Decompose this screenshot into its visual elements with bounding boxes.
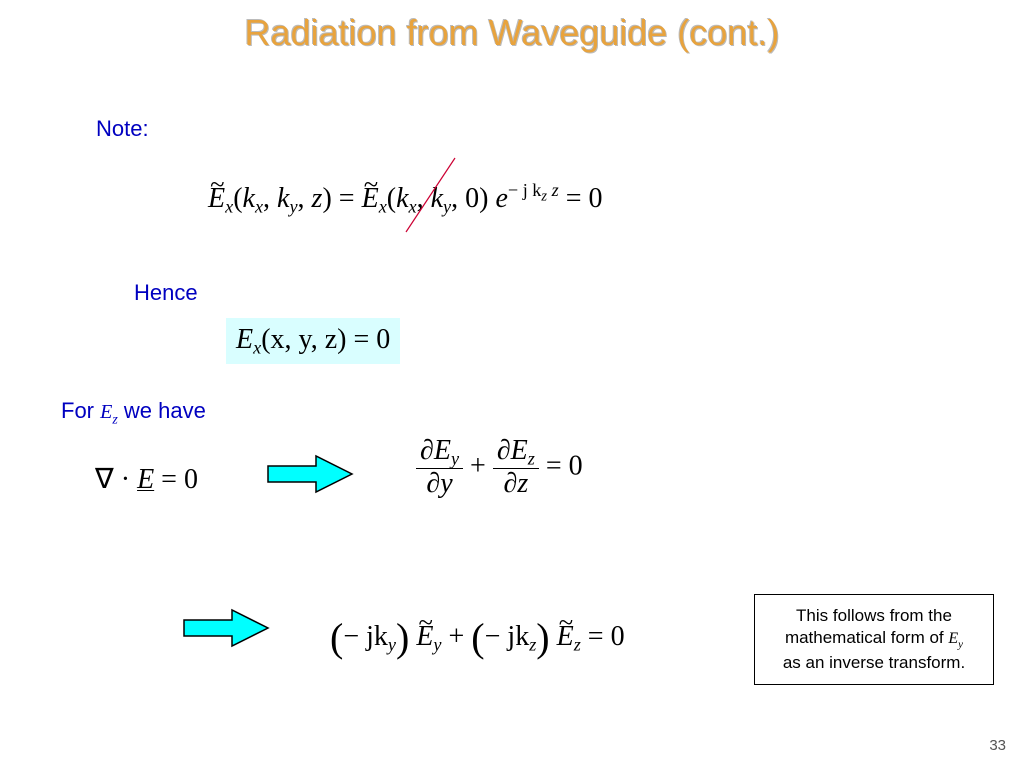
equation-2-highlight: Ex(x, y, z) = 0 [226,318,400,364]
bp3: ( [471,615,484,660]
dy: y [440,468,452,499]
arrow-icon-1 [266,454,356,494]
ey-sub5: y [433,634,441,654]
page-number: 33 [989,737,1006,754]
equals-zero-4: = 0 [546,451,583,482]
hence-label: Hence [134,280,198,306]
partial-2: ∂ [426,468,440,499]
paren-open-2: ( [387,183,396,214]
callout-line1: This follows from the [796,606,952,625]
z-arg: z [312,183,323,214]
callout-line3: as an inverse transform. [783,653,965,672]
ky: k [277,183,289,214]
frac-ey: ∂Ey ∂y [416,436,463,500]
sub-x1: x [225,196,233,216]
ez-sub5: z [574,634,581,654]
e-tilde-1: E [208,183,225,215]
mjk-z: − jk [485,621,530,652]
e-tilde-2: E [362,183,379,215]
strikethrough-line [400,156,462,234]
e-var: E [236,324,253,355]
rhs: = 0 [346,324,390,355]
ez-num: E [511,435,528,466]
ez-sub: z [528,448,535,468]
exp-pre: − j k [508,180,542,200]
sub-x: x [253,337,261,357]
e-base: e [495,183,507,214]
comma1: , [263,183,277,214]
for-ez-label: For Ez we have [61,398,206,428]
arrow-icon-2 [182,608,272,648]
plus: + [470,451,493,482]
equals-zero-5: = 0 [581,621,625,652]
partial-1: ∂ [420,435,434,466]
kx-sub: x [255,196,263,216]
paren-close-1: ) [322,183,331,214]
etilde-z: E [557,621,574,653]
equals-1: = [332,183,362,214]
equation-4-partials: ∂Ey ∂y + ∂Ez ∂z = 0 [416,436,583,500]
partial-4: ∂ [503,468,517,499]
e-vector: E [137,464,154,495]
equation-3-divergence: ∇ · E = 0 [95,462,198,496]
equation-5: (− jky) Ey + (− jkz) Ez = 0 [330,614,625,661]
args: (x, y, z) [261,324,346,355]
for-var: E [100,401,112,423]
ey-sub: y [451,448,459,468]
exponent: − j kz z [508,180,559,200]
callout-line2a: mathematical form of [785,628,948,647]
sub-x2: x [379,196,387,216]
dz: z [517,468,528,499]
callout-box: This follows from the mathematical form … [754,594,994,685]
note-label: Note: [96,116,149,142]
paren-open-1: ( [233,183,242,214]
bp4: ) [536,615,549,660]
mjk-y: − jk [343,621,388,652]
callout-var: E [948,630,958,647]
callout-sub: y [958,638,963,650]
equals-zero-3: = 0 [154,464,198,495]
etilde-y: E [416,621,433,653]
exp-post: z [547,180,559,200]
nabla-dot: ∇ · [95,464,137,495]
ky-sub: y [289,196,297,216]
bp2: ) [396,615,409,660]
ky-sub5: y [388,634,396,654]
kx: k [243,183,255,214]
comma2: , [298,183,312,214]
equation-2: Ex(x, y, z) = 0 [236,324,390,358]
for-suffix: we have [118,398,206,423]
partial-3: ∂ [497,435,511,466]
bp1: ( [330,615,343,660]
ey-num: E [434,435,451,466]
plus5: + [442,621,472,652]
equals-zero-1: = 0 [559,183,603,214]
slide-title: Radiation from Waveguide (cont.) [0,0,1024,54]
frac-ez: ∂Ez ∂z [493,436,539,500]
for-prefix: For [61,398,100,423]
